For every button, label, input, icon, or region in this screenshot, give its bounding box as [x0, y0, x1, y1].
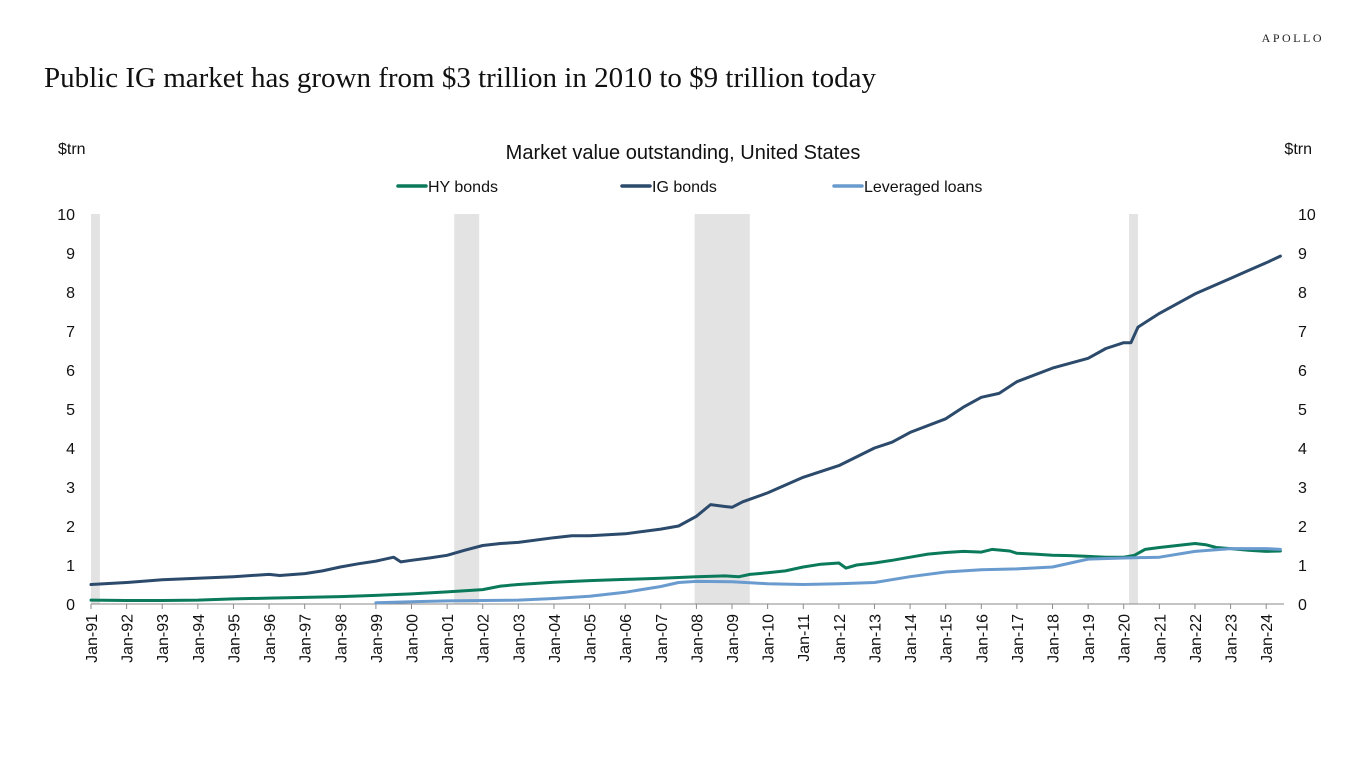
- y-tick-label: 7: [1298, 324, 1307, 341]
- x-tick-label: Jan-20: [1117, 614, 1134, 663]
- series-line: [374, 547, 1282, 605]
- x-tick-label: Jan-18: [1046, 614, 1063, 663]
- chart-legend: HY bonds IG bonds Leveraged loans: [396, 179, 982, 196]
- x-axis: Jan-91 Jan-92 Jan-93 Jan-94 Jan-95 Jan-96 Jan-…: [84, 603, 1284, 663]
- x-tick-label: Jan-23: [1224, 614, 1241, 663]
- x-tick-label: Jan-99: [369, 614, 386, 663]
- legend-item: Leveraged loans: [832, 179, 982, 196]
- y-tick-label: 7: [66, 324, 75, 341]
- x-tick-label: Jan-19: [1081, 614, 1098, 663]
- x-tick-label: Jan-00: [405, 614, 422, 663]
- y-axis-left-unit: $trn: [58, 141, 86, 158]
- series-line: [89, 542, 1282, 602]
- x-tick-label: Jan-92: [120, 614, 137, 663]
- legend-item: IG bonds: [620, 179, 717, 196]
- y-tick-label: 2: [66, 519, 75, 536]
- recession-band: [91, 214, 100, 604]
- y-tick-label: 10: [1298, 207, 1316, 224]
- x-tick-label: Jan-97: [298, 614, 315, 663]
- x-tick-label: Jan-02: [476, 614, 493, 663]
- y-tick-label: 3: [1298, 480, 1307, 497]
- x-tick-label: Jan-01: [440, 614, 457, 663]
- y-tick-label: 0: [66, 597, 75, 614]
- x-tick-label: Jan-93: [155, 614, 172, 663]
- series-lines: [89, 254, 1282, 605]
- brand-logo: APOLLO: [1261, 31, 1324, 45]
- y-tick-label: 8: [1298, 285, 1307, 302]
- x-tick-label: Jan-14: [903, 614, 920, 663]
- x-tick-label: Jan-07: [654, 614, 671, 663]
- x-tick-label: Jan-16: [974, 614, 991, 663]
- recession-bands: [91, 214, 1138, 604]
- legend-label: IG bonds: [652, 179, 717, 196]
- x-tick-label: Jan-91: [84, 614, 101, 663]
- x-tick-label: Jan-17: [1010, 614, 1027, 663]
- x-tick-label: Jan-10: [761, 614, 778, 663]
- x-tick-label: Jan-09: [725, 614, 742, 663]
- recession-band: [1129, 214, 1138, 604]
- y-tick-label: 1: [66, 558, 75, 575]
- y-tick-label: 0: [1298, 597, 1307, 614]
- y-tick-label: 10: [57, 207, 75, 224]
- y-tick-label: 2: [1298, 519, 1307, 536]
- y-tick-label: 9: [66, 246, 75, 263]
- x-tick-label: Jan-13: [867, 614, 884, 663]
- y-tick-label: 8: [66, 285, 75, 302]
- y-tick-label: 4: [1298, 441, 1307, 458]
- y-axis-right: 0 1 2 3 4 5 6 7 8 9 10: [1298, 207, 1316, 614]
- x-tick-label: Jan-96: [262, 614, 279, 663]
- x-tick-label: Jan-11: [796, 614, 813, 662]
- x-tick-label: Jan-21: [1152, 614, 1169, 663]
- legend-label: HY bonds: [428, 179, 498, 196]
- recession-band: [454, 214, 480, 604]
- x-tick-label: Jan-24: [1259, 614, 1276, 663]
- x-tick-label: Jan-04: [547, 614, 564, 663]
- y-axis-left: 0 1 2 3 4 5 6 7 8 9 10: [57, 207, 75, 614]
- legend-item: HY bonds: [396, 179, 498, 196]
- legend-label: Leveraged loans: [864, 179, 982, 196]
- x-tick-label: Jan-03: [511, 614, 528, 663]
- recession-band: [694, 214, 750, 604]
- x-tick-label: Jan-94: [191, 614, 208, 663]
- chart-title: Market value outstanding, United States: [506, 142, 861, 164]
- y-tick-label: 6: [1298, 363, 1307, 380]
- x-tick-label: Jan-15: [939, 614, 956, 663]
- y-tick-label: 1: [1298, 558, 1307, 575]
- y-tick-label: 9: [1298, 246, 1307, 263]
- x-tick-label: Jan-98: [333, 614, 350, 663]
- x-tick-label: Jan-95: [226, 614, 243, 663]
- x-tick-label: Jan-22: [1188, 614, 1205, 663]
- x-tick-label: Jan-08: [689, 614, 706, 663]
- y-tick-label: 5: [1298, 402, 1307, 419]
- y-axis-right-unit: $trn: [1284, 141, 1312, 158]
- x-tick-label: Jan-12: [832, 614, 849, 663]
- page-title: Public IG market has grown from $3 trill…: [44, 62, 877, 94]
- y-tick-label: 3: [66, 480, 75, 497]
- y-tick-label: 6: [66, 363, 75, 380]
- y-tick-label: 4: [66, 441, 75, 458]
- y-tick-label: 5: [66, 402, 75, 419]
- series-line: [89, 254, 1282, 586]
- x-tick-label: Jan-05: [583, 614, 600, 663]
- x-tick-label: Jan-06: [618, 614, 635, 663]
